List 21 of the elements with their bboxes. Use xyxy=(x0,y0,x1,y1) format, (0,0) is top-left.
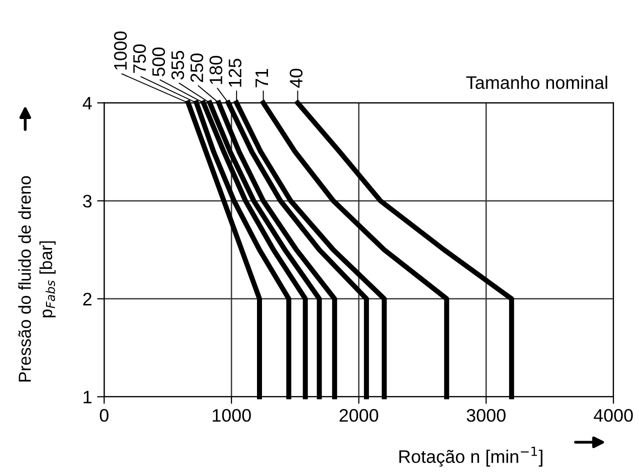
x-tick-label: 2000 xyxy=(340,409,378,422)
text: 1000 xyxy=(114,32,127,70)
text: 125 xyxy=(228,58,242,87)
y-tick-label: 3 xyxy=(83,194,92,208)
x-tick-label: 0 xyxy=(100,409,108,422)
text: 750 xyxy=(133,44,146,73)
x-tick-label: 1000 xyxy=(212,409,251,422)
text: 180 xyxy=(210,56,222,84)
x-tick-label: 4000 xyxy=(594,409,633,422)
x-axis-title: Rotação n [min$^{−1}$] xyxy=(399,446,542,467)
text: 250 xyxy=(190,53,204,82)
text: 40 xyxy=(290,68,303,88)
y-tick-label: 4 xyxy=(82,96,92,110)
text: Tamanho nominal xyxy=(466,76,608,90)
y-tick-label: 1 xyxy=(84,390,92,404)
text: 355 xyxy=(171,50,184,80)
text: 71 xyxy=(256,68,268,88)
x-tick-label: 3000 xyxy=(466,409,506,422)
y-axis-title: Pressão do fluido de dreno p$_{Fabs}$ [bar] xyxy=(18,176,56,382)
text: 500 xyxy=(152,48,166,76)
y-tick-label: 2 xyxy=(83,292,92,306)
